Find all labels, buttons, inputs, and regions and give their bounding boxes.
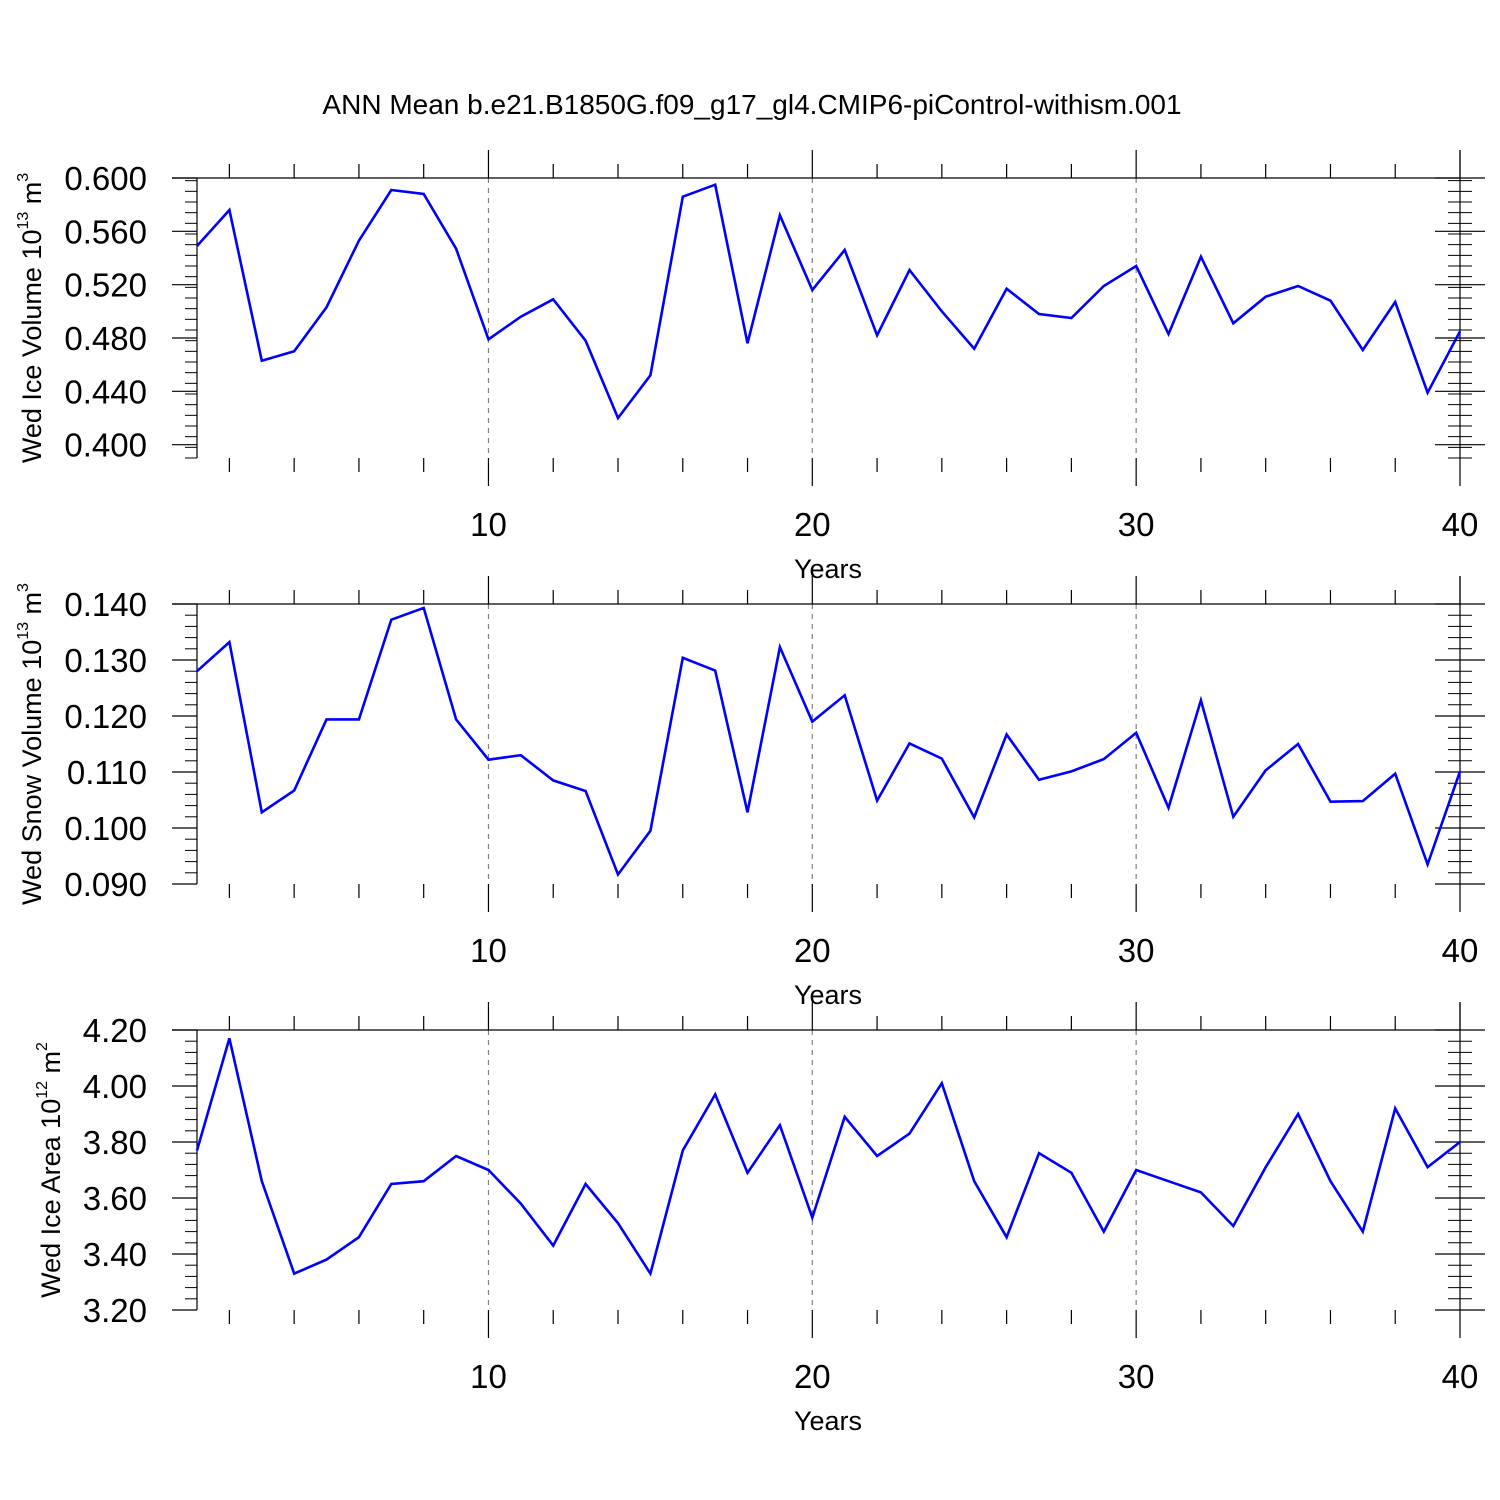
x-tick-label: 20: [794, 932, 831, 969]
x-tick-label: 30: [1118, 1358, 1155, 1395]
x-tick-label: 20: [794, 506, 831, 543]
y-tick-label: 0.140: [64, 586, 147, 623]
y-tick-label: 4.00: [83, 1068, 147, 1105]
x-tick-label: 10: [470, 932, 507, 969]
x-tick-label: 40: [1442, 932, 1479, 969]
x-tick-label: 30: [1118, 932, 1155, 969]
y-tick-label: 3.20: [83, 1292, 147, 1329]
y-axis-label: Wed Ice Area 1012 m2: [34, 1042, 66, 1298]
y-tick-label: 0.440: [64, 373, 147, 410]
y-tick-label: 0.480: [64, 320, 147, 357]
x-tick-label: 10: [470, 506, 507, 543]
x-tick-label: 40: [1442, 506, 1479, 543]
y-tick-label: 0.110: [67, 754, 147, 791]
panels: 0.400 0.440 0.480 0.520 0.560 0.600 10 20 30 40 Ye…: [15, 150, 1485, 1436]
panel-1: 0.400 0.440 0.480 0.520 0.560 0.600 10 20 30 40 Ye…: [15, 150, 1485, 584]
y-tick-label: 0.520: [64, 267, 147, 304]
y-tick-label: 0.090: [64, 866, 147, 903]
x-axis-label: Years: [794, 1406, 862, 1436]
y-tick-label: 0.100: [64, 810, 147, 847]
y-tick-label: 0.560: [64, 213, 147, 250]
y-axis-label: Wed Snow Volume 1013 m3: [15, 583, 47, 905]
figure-title: ANN Mean b.e21.B1850G.f09_g17_gl4.CMIP6-…: [322, 89, 1181, 120]
y-axis-label: Wed Ice Volume 1013 m3: [15, 173, 47, 463]
x-tick-label: 30: [1118, 506, 1155, 543]
series-line: [196, 606, 1462, 878]
x-axis-label: Years: [794, 554, 862, 584]
panel-3: 3.20 3.40 3.60 3.80 4.00 4.20 10 20 30 40 Years Wed…: [34, 1002, 1485, 1436]
x-axis-label: Years: [794, 980, 862, 1010]
y-tick-label: 3.60: [83, 1180, 147, 1217]
series-line: [195, 1038, 1461, 1277]
x-tick-label: 10: [470, 1358, 507, 1395]
y-tick-label: 0.130: [64, 642, 147, 679]
y-tick-label: 3.40: [83, 1236, 147, 1273]
panel-2: 0.090 0.100 0.110 0.120 0.130 0.140 10 20 30 40 Ye…: [15, 576, 1485, 1010]
y-tick-label: 0.120: [64, 698, 147, 735]
y-tick-label: 4.20: [83, 1012, 147, 1049]
series-line: [196, 182, 1462, 421]
y-tick-label: 0.400: [64, 427, 147, 464]
x-tick-label: 40: [1442, 1358, 1479, 1395]
y-tick-label: 0.600: [64, 160, 147, 197]
y-tick-label: 3.80: [83, 1124, 147, 1161]
x-tick-label: 20: [794, 1358, 831, 1395]
